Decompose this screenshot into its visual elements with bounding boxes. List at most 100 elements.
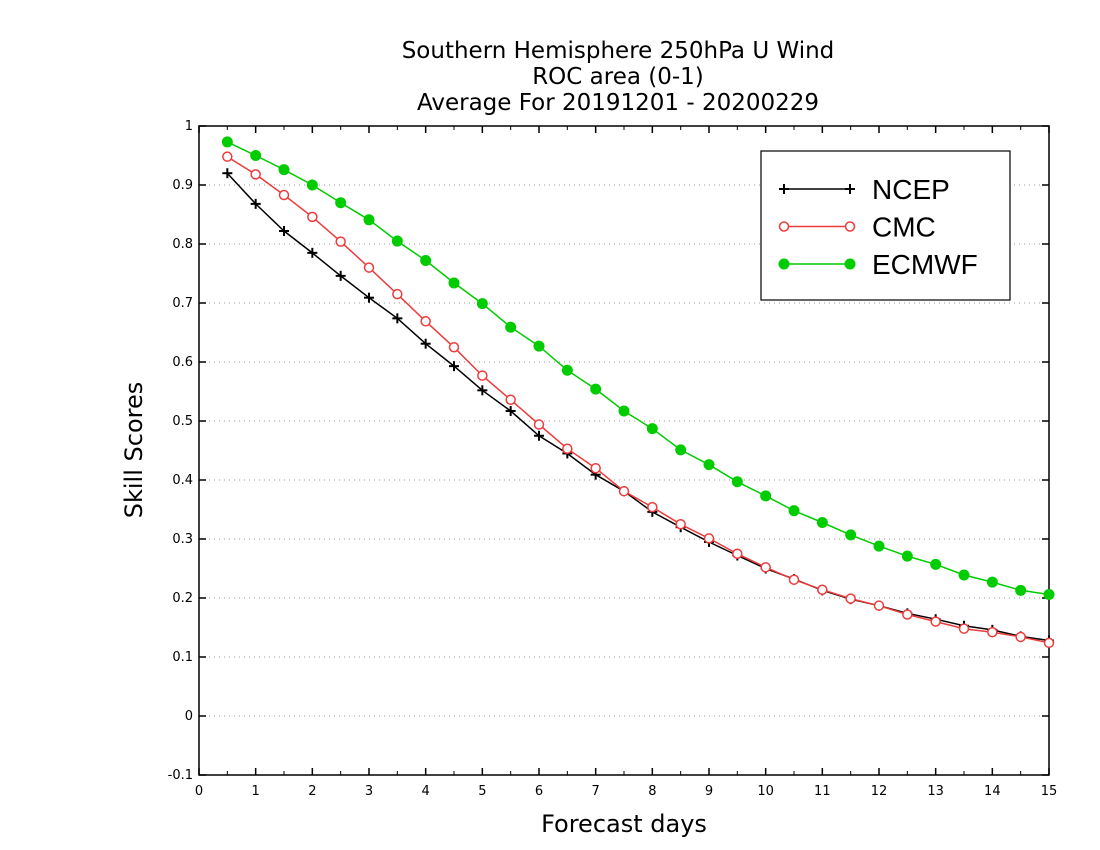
y-tick-label: 0.9 bbox=[172, 178, 193, 193]
data-point-ecmwf bbox=[703, 459, 715, 471]
data-point-ecmwf bbox=[420, 255, 432, 267]
data-point-ecmwf bbox=[901, 550, 913, 562]
data-point-cmc bbox=[533, 419, 545, 430]
data-point-cmc bbox=[987, 626, 998, 638]
data-point-cmc bbox=[448, 342, 460, 353]
data-point-cmc bbox=[647, 501, 658, 513]
x-axis-label: Forecast days bbox=[541, 810, 707, 838]
data-point-cmc bbox=[250, 169, 261, 180]
x-tick-label: 5 bbox=[478, 784, 486, 799]
data-point-ecmwf bbox=[1015, 584, 1027, 596]
title-line-3: Average For 20191201 - 20200229 bbox=[417, 90, 819, 116]
data-point-ecmwf bbox=[335, 197, 347, 209]
data-point-cmc bbox=[930, 616, 941, 627]
data-point-ecmwf bbox=[731, 476, 743, 488]
y-tick-label: 0.3 bbox=[172, 532, 193, 547]
x-tick-label: 8 bbox=[648, 784, 656, 799]
data-point-ecmwf bbox=[505, 321, 517, 333]
data-point-cmc bbox=[788, 574, 800, 585]
data-point-ecmwf bbox=[618, 405, 630, 417]
data-point-ecmwf bbox=[590, 383, 602, 395]
x-tick-label: 3 bbox=[365, 784, 373, 799]
data-point-cmc bbox=[732, 548, 743, 559]
data-point-ecmwf bbox=[250, 150, 262, 161]
x-tick-label: 1 bbox=[252, 784, 260, 799]
data-point-cmc bbox=[477, 370, 488, 381]
data-point-cmc bbox=[675, 519, 686, 530]
data-point-ecmwf bbox=[561, 364, 573, 376]
data-point-ncep bbox=[449, 361, 459, 372]
data-point-ecmwf bbox=[363, 214, 375, 226]
legend-marker-ecmwf bbox=[844, 258, 856, 270]
data-point-cmc bbox=[817, 584, 828, 595]
data-point-ecmwf bbox=[760, 490, 772, 502]
data-point-ncep bbox=[222, 168, 233, 179]
data-point-ncep bbox=[505, 405, 516, 416]
data-point-cmc bbox=[363, 262, 375, 273]
data-point-ecmwf bbox=[1043, 588, 1055, 600]
gridlines bbox=[199, 184, 1049, 717]
legend: NCEP CMC ECMWF bbox=[760, 150, 1011, 301]
data-point-ncep bbox=[250, 198, 261, 209]
series-lines bbox=[221, 136, 1055, 649]
data-point-ecmwf bbox=[845, 529, 857, 541]
data-point-cmc bbox=[845, 593, 856, 604]
data-point-cmc bbox=[760, 562, 771, 573]
data-point-ecmwf bbox=[986, 576, 998, 588]
x-tick-label: 10 bbox=[757, 784, 774, 799]
data-point-cmc bbox=[307, 211, 318, 223]
data-point-cmc bbox=[278, 189, 290, 201]
series-ecmwf bbox=[221, 136, 1055, 600]
y-axis-label: Skill Scores bbox=[120, 382, 148, 519]
legend-box bbox=[760, 150, 1011, 301]
chart-title: Southern Hemisphere 250hPa U Wind ROC ar… bbox=[402, 38, 835, 116]
data-point-cmc bbox=[958, 623, 970, 634]
x-tick-label: 9 bbox=[705, 784, 713, 799]
data-point-cmc bbox=[505, 394, 516, 406]
data-point-cmc bbox=[703, 533, 715, 544]
y-tick-label: 0.1 bbox=[172, 650, 193, 665]
data-point-ncep bbox=[392, 313, 403, 324]
data-point-ncep bbox=[477, 385, 488, 396]
legend-marker-cmc bbox=[778, 221, 790, 232]
data-point-cmc bbox=[590, 462, 601, 474]
x-tick-label: 4 bbox=[422, 784, 430, 799]
x-tick-label: 2 bbox=[308, 784, 316, 799]
data-point-cmc bbox=[1043, 637, 1055, 649]
data-point-ecmwf bbox=[788, 505, 800, 517]
y-tick-label: 0.2 bbox=[172, 591, 193, 606]
x-tick-label: 11 bbox=[814, 784, 831, 799]
y-tick-label: 0.4 bbox=[172, 473, 193, 488]
data-point-cmc bbox=[335, 236, 346, 247]
y-tick-label: 0.7 bbox=[172, 296, 193, 311]
data-point-cmc bbox=[392, 288, 403, 300]
data-point-cmc bbox=[562, 443, 573, 454]
x-tick-label: 6 bbox=[535, 784, 543, 799]
data-point-ecmwf bbox=[533, 340, 545, 352]
data-point-ecmwf bbox=[646, 423, 658, 435]
y-tick-label: 1 bbox=[185, 119, 193, 134]
legend-label-ecmwf: ECMWF bbox=[872, 249, 978, 280]
data-point-ecmwf bbox=[816, 516, 828, 528]
data-point-ecmwf bbox=[391, 235, 403, 247]
x-tick-label: 14 bbox=[984, 784, 1001, 799]
data-point-ncep bbox=[364, 292, 374, 303]
legend-label-ncep: NCEP bbox=[872, 174, 950, 205]
data-point-cmc bbox=[1015, 631, 1026, 643]
y-tick-label: 0.6 bbox=[172, 355, 193, 370]
data-point-ecmwf bbox=[958, 569, 970, 581]
series-cmc bbox=[222, 151, 1055, 649]
legend-marker-ncep bbox=[845, 184, 855, 194]
legend-marker-cmc bbox=[844, 221, 856, 232]
legend-marker-ncep bbox=[779, 184, 789, 194]
data-point-ecmwf bbox=[448, 277, 460, 289]
legend-label-cmc: CMC bbox=[872, 212, 936, 243]
x-tick-label: 7 bbox=[592, 784, 600, 799]
x-tick-label: 12 bbox=[871, 784, 888, 799]
data-point-ncep bbox=[534, 430, 544, 441]
axis-ticks: -0.100.10.20.30.40.50.60.70.80.910 1 2 3 4 5 6… bbox=[168, 119, 1058, 799]
data-point-cmc bbox=[420, 316, 431, 327]
x-tick-label: 15 bbox=[1041, 784, 1058, 799]
data-point-ecmwf bbox=[278, 164, 290, 176]
